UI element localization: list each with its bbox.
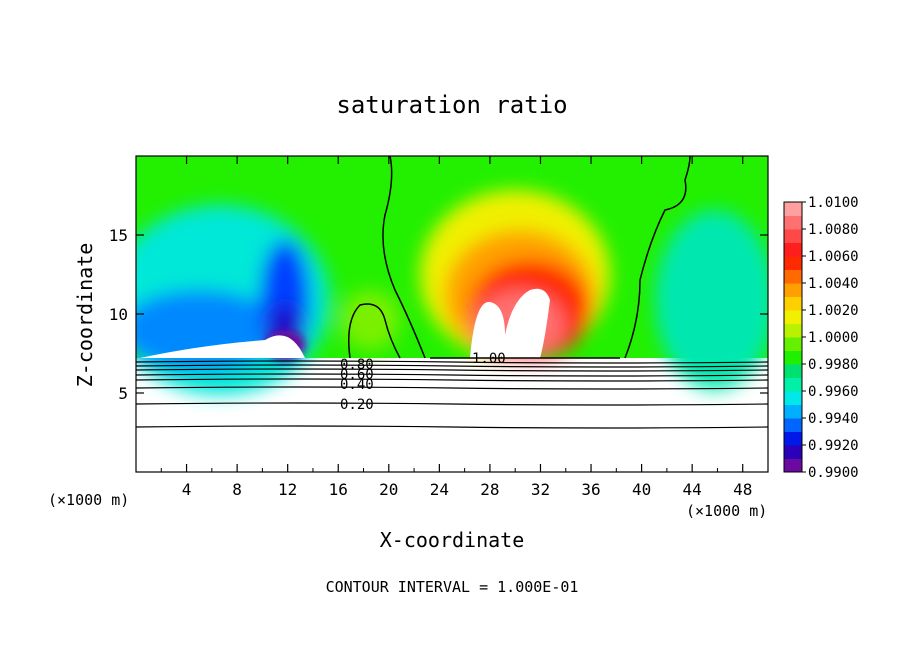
- contour-interval-footer: CONTOUR INTERVAL = 1.000E-01: [326, 578, 579, 596]
- saturated-white-zone: [470, 288, 550, 358]
- colorbar-tick-label: 0.9920: [808, 438, 859, 454]
- contour-label-0-40: 0.40: [340, 377, 374, 393]
- colorbar-swatch: [784, 458, 802, 473]
- colorbar-swatch: [784, 350, 802, 365]
- colorbar-swatch: [784, 391, 802, 405]
- colorbar-swatch: [784, 215, 802, 230]
- contour-label-0-20: 0.20: [340, 397, 374, 413]
- x-tick-label: 48: [733, 480, 752, 499]
- y-axis-ticks: 5 10 15: [109, 226, 768, 403]
- x-tick-label: 24: [430, 480, 449, 499]
- colorbar-swatch: [784, 337, 802, 351]
- heatmap-field: [136, 156, 768, 472]
- colorbar-tick-labels: 1.0100 1.0080 1.0060 1.0040 1.0020 1.0000 0.99…: [802, 195, 859, 481]
- colorbar-swatch: [784, 269, 802, 284]
- x-unit-left: (×1000 m): [48, 491, 129, 509]
- x-tick-label: 20: [379, 480, 398, 499]
- x-axis-ticks: 4 8 12 16 20 24 28 32 36 40 44 48: [160, 156, 752, 499]
- x-tick-label: 12: [278, 480, 297, 499]
- colorbar-tick-label: 0.9900: [808, 465, 859, 481]
- x-axis-label: X-coordinate: [380, 528, 525, 552]
- colorbar-swatch: [784, 418, 802, 432]
- colorbar-swatch: [784, 202, 802, 216]
- x-tick-label: 44: [683, 480, 702, 499]
- contour-line-1-00: [348, 156, 691, 359]
- colorbar-swatch: [784, 256, 802, 270]
- colorbar-tick-label: 1.0000: [808, 330, 859, 346]
- chart-title: saturation ratio: [336, 91, 567, 119]
- colorbar-tick-label: 1.0020: [808, 303, 859, 319]
- contour-lines-lower: [136, 360, 768, 429]
- colorbar-tick-label: 1.0040: [808, 276, 859, 292]
- colorbar-tick-label: 1.0060: [808, 249, 859, 265]
- x-tick-label: 32: [531, 480, 550, 499]
- x-tick-label: 40: [632, 480, 651, 499]
- y-tick-label: 15: [109, 226, 128, 245]
- colorbar-swatch: [784, 377, 802, 392]
- colorbar-swatch: [784, 296, 802, 311]
- colorbar-swatch: [784, 323, 802, 338]
- x-tick-label: 16: [329, 480, 348, 499]
- colorbar-swatch: [784, 404, 802, 419]
- colorbar-tick-label: 0.9980: [808, 357, 859, 373]
- colorbar-swatch: [784, 229, 802, 243]
- colorbar-swatch: [784, 364, 802, 378]
- x-tick-label: 36: [581, 480, 600, 499]
- x-tick-label: 8: [232, 480, 242, 499]
- x-tick-label: 28: [480, 480, 499, 499]
- colorbar-swatch: [784, 445, 802, 459]
- contour-label-0-80: 0.80: [340, 357, 374, 373]
- cyan-zone-right: [655, 210, 768, 390]
- y-tick-label: 5: [118, 384, 128, 403]
- colorbar-tick-label: 1.0100: [808, 195, 859, 211]
- colorbar-swatch: [784, 242, 802, 257]
- x-tick-label: 4: [182, 480, 192, 499]
- colorbar-swatch: [784, 283, 802, 297]
- y-axis-label: Z-coordinate: [73, 243, 97, 388]
- colorbar: [783, 201, 803, 473]
- colorbar-tick-label: 0.9960: [808, 384, 859, 400]
- contour-label-0-60: 0.60: [340, 367, 374, 383]
- saturated-white-zone-left: [140, 335, 305, 358]
- colorbar-tick-label: 1.0080: [808, 222, 859, 238]
- colorbar-swatch: [784, 310, 802, 324]
- contour-label-1-00: 1.00: [472, 351, 506, 367]
- x-unit-right: (×1000 m): [686, 502, 767, 520]
- y-tick-label: 10: [109, 305, 128, 324]
- green-light-zone: [340, 290, 400, 350]
- colorbar-swatch: [784, 431, 802, 446]
- colorbar-tick-label: 0.9940: [808, 411, 859, 427]
